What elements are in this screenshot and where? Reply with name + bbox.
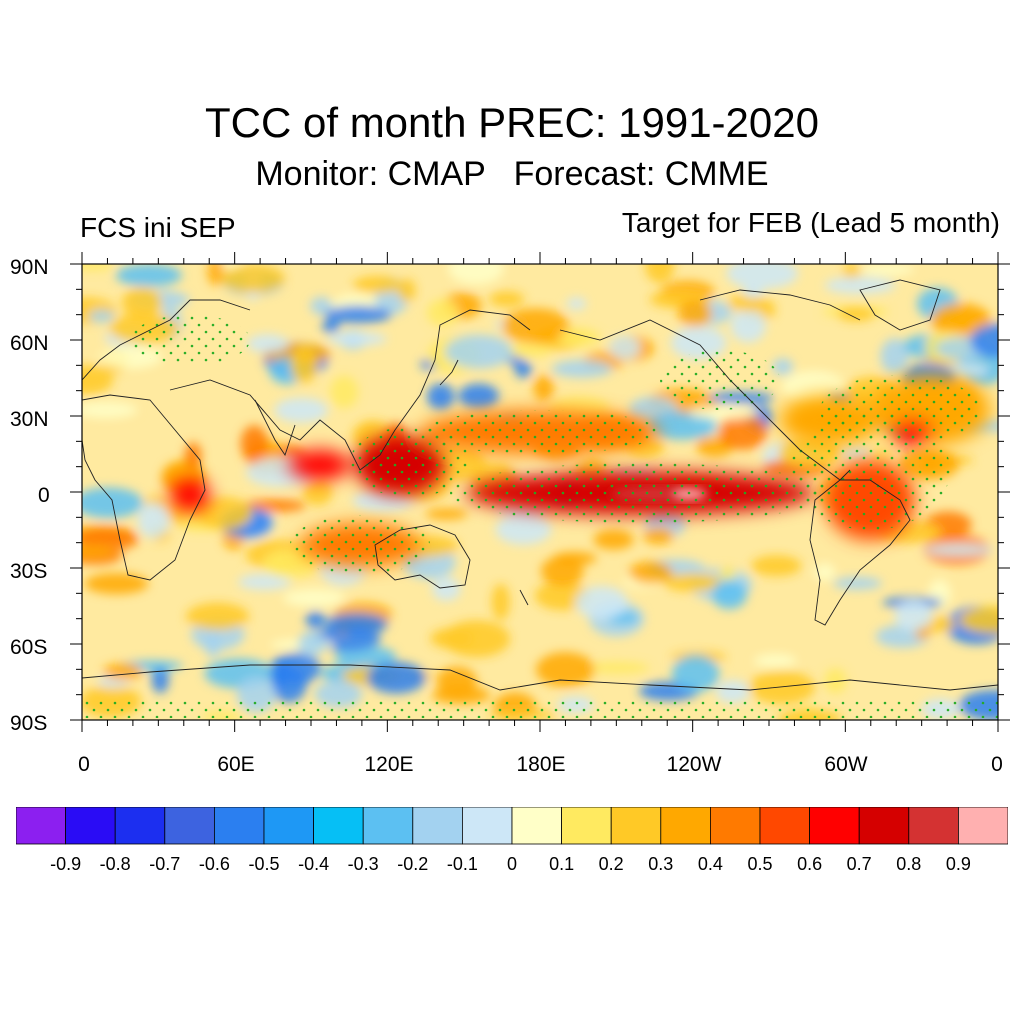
lat-label: 60S	[10, 636, 47, 659]
colorbar-label: 0.4	[698, 854, 723, 874]
colorbar-label: 0	[507, 854, 517, 874]
colorbar-swatch	[561, 807, 612, 845]
colorbar-label: -0.8	[100, 854, 131, 874]
colorbar-label: -0.5	[248, 854, 279, 874]
significance-stipple	[82, 315, 998, 718]
colorbar-label: 0.9	[946, 854, 971, 874]
colorbar-swatch	[610, 807, 662, 845]
colorbar-label: 0.3	[648, 854, 673, 874]
colorbar-swatch	[809, 807, 860, 845]
colorbar-label: -0.2	[397, 854, 428, 874]
lat-label: 0	[38, 484, 50, 507]
colorbar-swatch	[412, 807, 463, 845]
colorbar-label: 0.5	[747, 854, 772, 874]
lat-label: 90N	[10, 256, 49, 279]
colorbar-swatch	[759, 807, 810, 845]
lon-label: 120E	[364, 753, 413, 776]
colorbar-label: -0.9	[50, 854, 81, 874]
init-label: FCS ini SEP	[80, 212, 236, 243]
chart-subtitle: Monitor: CMAP Forecast: CMME	[255, 155, 769, 193]
lat-labels: 90N 60N 30N 0 30S 60S 90S	[10, 256, 50, 735]
colorbar-swatch	[710, 807, 761, 845]
colorbar-swatch	[958, 807, 1008, 845]
colorbar-swatch	[660, 807, 711, 845]
colorbar-swatch	[213, 807, 265, 845]
colorbar-label: -0.4	[298, 854, 329, 874]
lon-label: 120W	[667, 753, 722, 776]
colorbar-swatch	[511, 807, 562, 845]
colorbar-swatch	[858, 807, 910, 845]
colorbar-label: -0.6	[199, 854, 230, 874]
colorbar-label: 0.6	[797, 854, 822, 874]
colorbar-swatch	[313, 807, 364, 845]
colorbar-swatch	[461, 807, 513, 845]
colorbar-swatch	[908, 807, 959, 845]
colorbar-label: 0.2	[599, 854, 624, 874]
colorbar-label: -0.1	[447, 854, 478, 874]
colorbar-swatch	[164, 807, 215, 845]
colorbar-swatch	[16, 807, 66, 845]
lon-labels: 0 60E 120E 180E 120W 60W 0	[78, 753, 1003, 776]
axis-ticks	[70, 252, 1010, 732]
lon-label: 0	[991, 753, 1003, 776]
colorbar-label: 0.1	[549, 854, 574, 874]
lon-label: 60E	[217, 753, 254, 776]
colorbar-label: 0.7	[847, 854, 872, 874]
colorbar-swatch	[362, 807, 414, 845]
lat-label: 60N	[10, 332, 49, 355]
correlation-map: 90N 60N 30N 0 30S 60S 90S 0 60E 120E 180…	[10, 252, 1010, 776]
colorbar-label: 0.8	[896, 854, 921, 874]
lon-label: 60W	[824, 753, 867, 776]
colorbar: -0.9 -0.8 -0.7 -0.6 -0.5 -0.4 -0.3 -0.2 -0.1 0 0.1…	[16, 807, 1008, 874]
lon-label: 0	[78, 753, 90, 776]
lat-label: 90S	[10, 712, 47, 735]
lat-label: 30S	[10, 560, 47, 583]
map-field	[82, 264, 998, 720]
colorbar-swatch	[263, 807, 314, 845]
colorbar-label: -0.7	[149, 854, 180, 874]
lon-label: 180E	[516, 753, 565, 776]
lat-label: 30N	[10, 408, 49, 431]
coastlines	[82, 279, 998, 691]
target-label: Target for FEB (Lead 5 month)	[621, 207, 1000, 238]
colorbar-label: -0.3	[348, 854, 379, 874]
colorbar-swatch	[114, 807, 166, 845]
chart-title: TCC of month PREC: 1991-2020	[205, 99, 819, 146]
colorbar-swatch	[65, 807, 116, 845]
